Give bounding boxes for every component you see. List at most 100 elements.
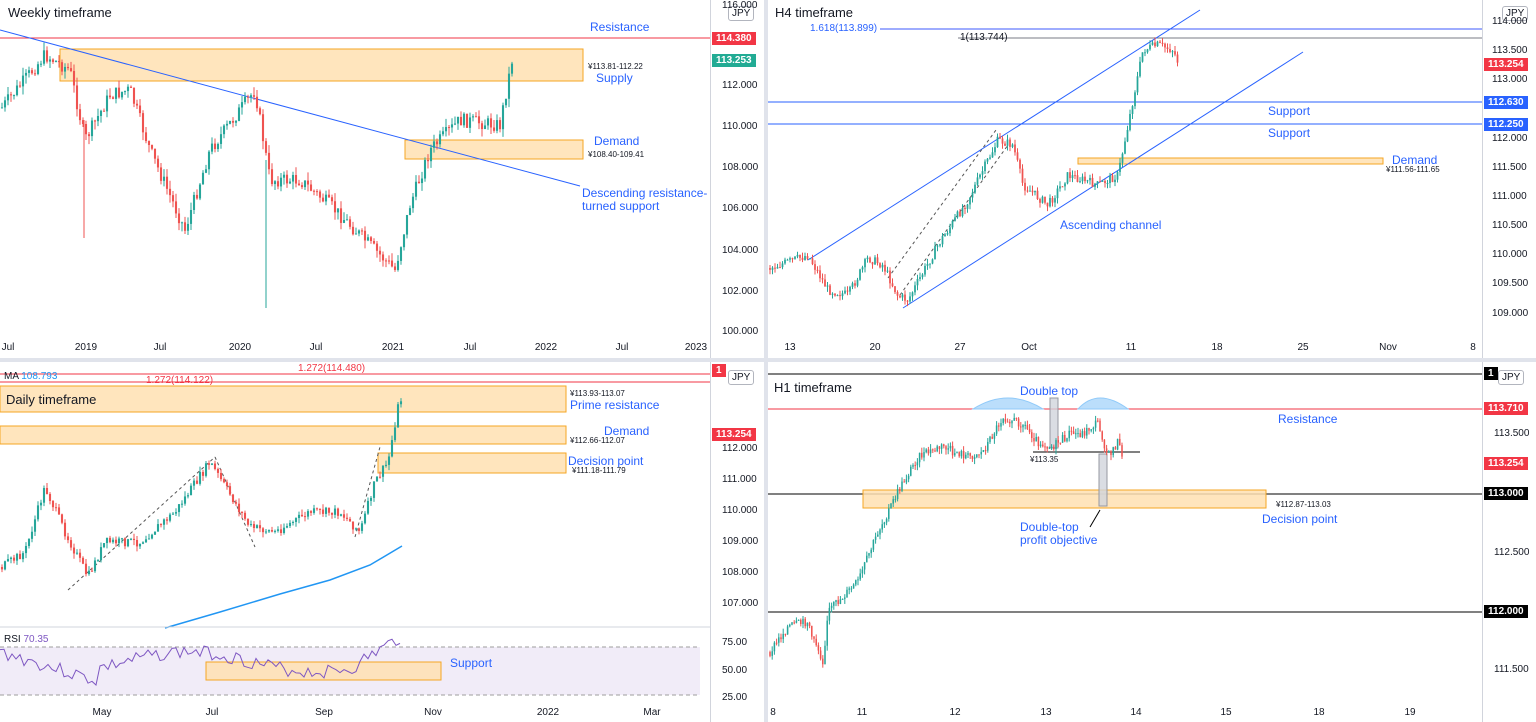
- h1-candle: [1119, 438, 1121, 446]
- h4-candle: [936, 245, 939, 247]
- h1-candle: [797, 619, 800, 621]
- weekly-candle: [336, 208, 340, 213]
- daily-candle: [333, 508, 337, 515]
- h1-candle: [811, 625, 813, 637]
- h1-candle: [956, 452, 958, 454]
- daily-candle: [66, 536, 70, 541]
- h1-candle: [1105, 448, 1108, 453]
- daily-demand-label: Demand: [604, 424, 650, 438]
- weekly-x-label: Jul: [615, 342, 629, 353]
- weekly-candle: [105, 95, 109, 112]
- ma-name: MA: [4, 371, 19, 382]
- h1-candle: [835, 600, 837, 602]
- daily-currency-label[interactable]: JPY: [728, 370, 755, 385]
- h4-candle: [961, 208, 964, 217]
- h1-candle: [945, 446, 947, 450]
- daily-candle: [204, 463, 208, 476]
- weekly-candle: [261, 114, 265, 142]
- weekly-y-label: 108.000: [722, 162, 759, 173]
- h4-candle: [1161, 42, 1164, 44]
- h4-candle: [1049, 197, 1051, 207]
- daily-chart-panel[interactable]: Daily timeframe MA 108.793 1.272(114.122…: [0, 362, 764, 722]
- h1-candle: [894, 499, 897, 501]
- h4-candle: [986, 158, 989, 162]
- daily-candle: [258, 525, 262, 529]
- h1-candle: [1031, 432, 1033, 439]
- daily-candle: [75, 552, 79, 554]
- h1-x-label: 8: [770, 707, 776, 718]
- weekly-candle: [447, 127, 451, 129]
- weekly-candle: [12, 95, 16, 97]
- h4-candle: [794, 256, 796, 259]
- h1-candle: [1033, 438, 1035, 442]
- daily-candle: [99, 547, 103, 561]
- h4-chart-canvas[interactable]: [768, 0, 1536, 358]
- h1-chart-canvas[interactable]: [768, 362, 1536, 722]
- weekly-candle: [72, 70, 76, 86]
- daily-demand-zone: [0, 425, 567, 445]
- daily-candle: [270, 530, 274, 532]
- h4-candle: [879, 263, 881, 268]
- daily-chart-canvas[interactable]: [0, 362, 764, 722]
- weekly-candle: [507, 73, 511, 99]
- weekly-chart-canvas[interactable]: [0, 0, 764, 358]
- h4-price-axis[interactable]: [1482, 0, 1483, 358]
- daily-fib-leg: [214, 456, 256, 548]
- h4-candle: [901, 294, 904, 298]
- h1-chart-panel[interactable]: H1 timeframe JPY 1 113.710 113.500 113.2…: [768, 362, 1536, 722]
- daily-top-tag: 1: [712, 364, 726, 377]
- weekly-currency-label[interactable]: JPY: [728, 6, 755, 21]
- daily-candle: [354, 528, 358, 530]
- daily-candle: [255, 525, 259, 529]
- daily-candle: [30, 531, 34, 539]
- weekly-y-label: 116.000: [722, 0, 758, 11]
- weekly-candle: [438, 134, 442, 145]
- rsi-indicator-label[interactable]: RSI 70.35: [4, 634, 48, 645]
- weekly-candle: [339, 208, 343, 223]
- ma-indicator-label[interactable]: MA 108.793: [4, 371, 57, 382]
- weekly-demand-zone: [404, 139, 584, 160]
- h1-x-label: 13: [1040, 707, 1052, 718]
- h4-chart-panel[interactable]: H4 timeframe JPY 114.000 113.500 113.000…: [768, 0, 1536, 358]
- weekly-trendline-label-2: turned support: [582, 199, 660, 213]
- h4-candle: [1166, 47, 1169, 49]
- h1-price-axis[interactable]: [1482, 362, 1483, 722]
- h1-x-label: 15: [1220, 707, 1232, 718]
- h4-candle: [786, 259, 789, 261]
- h1-top-tag: 1: [1484, 367, 1498, 380]
- h4-candle: [874, 257, 876, 265]
- daily-candle: [342, 514, 346, 518]
- weekly-resistance-label: Resistance: [590, 20, 650, 34]
- h4-candle: [1014, 144, 1016, 153]
- h4-demand-range: ¥111.56-111.65: [1386, 165, 1440, 174]
- weekly-candle: [126, 86, 130, 92]
- h4-candle: [921, 274, 924, 278]
- h1-candle: [830, 605, 833, 608]
- h4-y-label: 112.000: [1492, 133, 1528, 144]
- h4-y-label: 109.500: [1492, 278, 1529, 289]
- weekly-chart-panel[interactable]: Weekly timeframe JPY 116.000 112.000 110…: [0, 0, 764, 358]
- h1-candle: [828, 607, 831, 621]
- weekly-price-axis[interactable]: [710, 0, 711, 358]
- h1-candle: [802, 618, 804, 625]
- h4-candle: [981, 171, 984, 175]
- h4-candle: [1086, 180, 1089, 182]
- h4-candle: [871, 262, 874, 265]
- h1-candle: [833, 601, 835, 606]
- daily-candle: [165, 519, 169, 521]
- weekly-candle: [393, 266, 397, 270]
- h4-candle: [979, 174, 981, 178]
- h1-candle: [962, 451, 965, 459]
- h4-candle: [831, 293, 834, 295]
- daily-candle: [351, 521, 355, 530]
- weekly-candle: [417, 181, 421, 184]
- h1-currency-label[interactable]: JPY: [1498, 370, 1525, 385]
- daily-candle: [288, 522, 292, 527]
- daily-price-axis[interactable]: [710, 362, 711, 722]
- h4-currency-label[interactable]: JPY: [1502, 6, 1529, 21]
- h4-fib-extension-label: 1.618(113.899): [810, 23, 878, 34]
- h4-candle: [854, 283, 856, 286]
- daily-candle: [237, 503, 241, 512]
- daily-candle: [123, 538, 127, 547]
- weekly-candle: [60, 62, 64, 72]
